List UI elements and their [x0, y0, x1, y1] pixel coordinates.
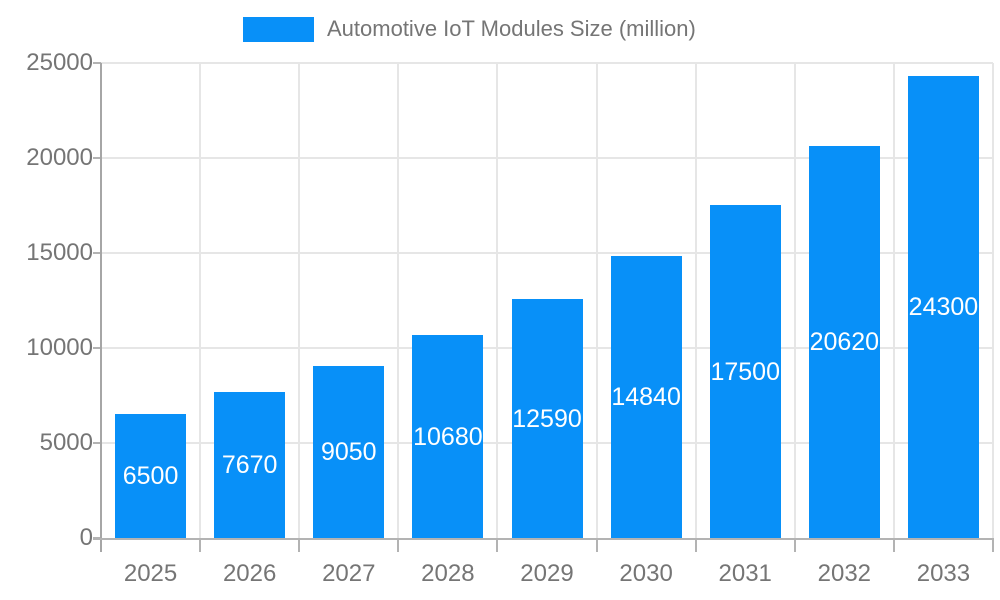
bar-value-label: 20620 — [809, 328, 880, 356]
y-axis-tick — [93, 442, 101, 444]
y-axis-label: 5000 — [39, 429, 93, 456]
x-axis-label: 2029 — [520, 560, 574, 587]
chart-legend[interactable]: Automotive IoT Modules Size (million) — [243, 16, 696, 42]
gridline-vertical — [595, 63, 598, 538]
bar — [808, 146, 880, 538]
x-axis-label: 2025 — [123, 560, 178, 587]
gridline-vertical — [793, 63, 796, 538]
gridline-vertical — [199, 63, 202, 538]
y-axis-label: 20000 — [26, 144, 93, 171]
bar — [907, 76, 979, 538]
x-axis-tick — [892, 538, 895, 552]
bar-value-label: 17500 — [710, 357, 780, 386]
gridline-vertical — [397, 63, 400, 538]
legend-label: Automotive IoT Modules Size (million) — [327, 16, 696, 41]
bar — [610, 256, 682, 538]
bar — [214, 392, 286, 538]
bar-value-label: 7670 — [221, 451, 278, 479]
y-axis-tick — [93, 347, 101, 349]
bar-value-label: 9050 — [320, 438, 377, 466]
x-axis-tick — [992, 538, 994, 552]
bar — [412, 335, 484, 538]
x-axis-label: 2033 — [916, 560, 971, 587]
bar-value-label: 6500 — [122, 462, 179, 490]
x-axis-line — [93, 538, 993, 540]
bar-value-label: 12590 — [512, 404, 582, 433]
gridline-vertical — [694, 63, 697, 538]
x-axis-tick — [793, 538, 796, 552]
bar — [115, 414, 187, 538]
x-axis-label: 2027 — [322, 560, 376, 587]
legend-swatch-icon — [243, 16, 314, 42]
x-axis-label: 2028 — [421, 560, 475, 587]
y-axis-tick — [93, 62, 101, 64]
bar — [511, 299, 583, 538]
x-axis-label: 2031 — [718, 560, 772, 587]
x-axis-tick — [397, 538, 400, 552]
y-axis-label: 25000 — [26, 49, 93, 76]
y-axis-label: 15000 — [26, 239, 93, 266]
gridline-vertical — [892, 63, 895, 538]
gridline-horizontal — [101, 252, 993, 254]
gridline-vertical — [496, 63, 499, 538]
x-axis-tick — [298, 538, 301, 552]
gridline-vertical — [992, 63, 994, 538]
x-axis-tick — [694, 538, 697, 552]
y-axis-line — [100, 63, 102, 552]
x-axis-label: 2030 — [619, 560, 673, 587]
bar — [709, 205, 781, 538]
bar-value-label: 14840 — [611, 383, 681, 411]
y-axis-tick — [93, 157, 101, 159]
gridline-vertical — [298, 63, 301, 538]
gridline-horizontal — [101, 62, 993, 64]
x-axis-label: 2026 — [222, 560, 277, 587]
bar — [313, 366, 385, 538]
y-axis-label: 10000 — [26, 334, 93, 361]
y-axis-label: 0 — [79, 524, 93, 551]
x-axis-tick — [496, 538, 499, 552]
x-axis-tick — [595, 538, 598, 552]
gridline-horizontal — [101, 157, 993, 159]
y-axis-tick — [93, 252, 101, 254]
x-axis-tick — [199, 538, 202, 552]
bar-value-label: 10680 — [413, 422, 483, 451]
bar-value-label: 24300 — [908, 293, 979, 321]
x-axis-label: 2032 — [817, 560, 872, 587]
